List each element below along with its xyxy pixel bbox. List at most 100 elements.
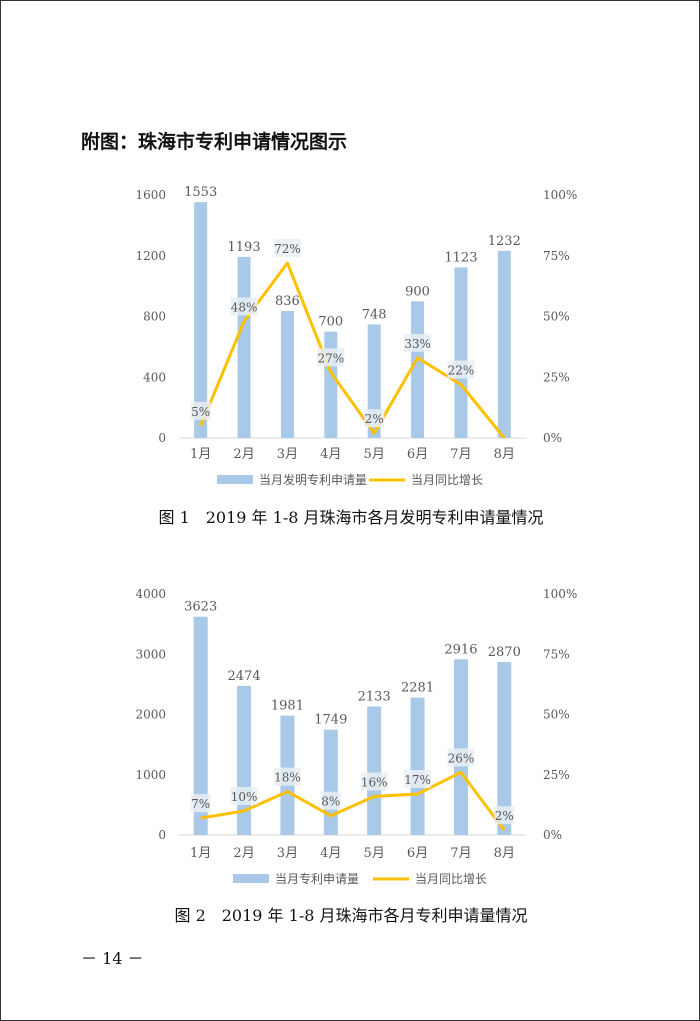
y-tick-label: 800 [143,310,166,324]
growth-value-label: 48% [231,300,258,314]
x-category-label: 7月 [450,447,471,462]
x-category-label: 3月 [277,447,298,462]
x-category-label: 4月 [320,846,341,861]
x-category-label: 5月 [364,447,385,462]
legend-bar-swatch [217,475,253,484]
y-tick-label: 0 [158,828,166,842]
chart-1: 0 400 800 1200 1600 0% 25% 50% 75% 100% 1553 1193 83… [135,185,577,487]
bar-value-label: 2133 [358,689,391,704]
bar [323,729,338,835]
bar [453,659,468,835]
bar [497,662,512,835]
bar-value-label: 3623 [184,600,217,615]
bar-value-label: 1749 [314,713,347,728]
y-tick-label: 2000 [135,708,166,722]
growth-value-label: 2% [495,809,514,823]
chart-1-caption: 图 1 2019 年 1-8 月珠海市各月发明专利申请量情况 [158,508,544,527]
x-category-label: 8月 [494,846,515,861]
x-category-label: 2月 [233,447,254,462]
y2-tick-label: 100% [543,587,577,601]
x-category-label: 7月 [450,846,471,861]
y2-tick-label: 25% [543,370,570,384]
growth-label-bg [320,791,341,810]
bar-value-label: 1193 [228,240,261,255]
bar-value-label: 1232 [488,234,521,249]
y2-tick-label: 0% [543,828,562,842]
legend-line-label: 当月同比增长 [411,473,483,487]
legend-bar-label: 当月发明专利申请量 [259,472,367,487]
y-tick-label: 4000 [135,587,166,601]
growth-value-label: 22% [448,364,475,378]
bar-value-label: 700 [318,315,343,330]
growth-value-label: 33% [404,337,431,351]
bar-value-label: 2281 [401,681,434,696]
growth-label-bg [273,767,301,786]
bar-value-label: 1981 [271,699,304,714]
y2-tick-label: 0% [543,431,562,445]
x-category-label: 6月 [407,447,428,462]
bar-value-label: 900 [405,284,430,299]
growth-label-bg [273,239,301,258]
bar-value-label: 2870 [488,645,521,660]
bar-value-label: 2916 [444,642,477,657]
y-tick-label: 1600 [135,188,166,202]
y-tick-label: 0 [158,431,166,445]
growth-label-bg [360,772,388,791]
y2-tick-label: 50% [543,708,570,722]
bar-value-label: 1553 [184,185,217,200]
growth-label-bg [190,401,211,420]
bar [194,202,208,438]
y2-tick-label: 100% [543,188,577,202]
growth-label-bg [230,297,258,316]
y2-tick-label: 75% [543,647,570,661]
growth-value-label: 5% [191,405,210,419]
y-tick-label: 400 [143,370,166,384]
bar [193,616,208,835]
growth-value-label: 2% [365,412,384,426]
x-category-label: 1月 [190,447,211,462]
y-tick-label: 3000 [135,647,166,661]
x-category-label: 2月 [233,846,254,861]
x-category-label: 6月 [407,846,428,861]
legend-bar-label: 当月专利申请量 [275,871,359,886]
x-category-label: 4月 [320,447,341,462]
growth-value-label: 18% [274,771,301,785]
growth-label-bg [404,770,432,789]
bar-value-label: 748 [362,307,387,322]
bar [454,267,468,438]
growth-label-bg [317,348,345,367]
bar [497,250,511,438]
growth-value-label: 16% [361,775,388,789]
legend-line-label: 当月同比增长 [415,872,487,886]
page-number: － 14 － [81,949,144,968]
y2-tick-label: 25% [543,768,570,782]
bar [280,311,294,438]
bar [367,706,382,835]
y2-tick-label: 75% [543,249,570,263]
bar [410,697,425,835]
legend-bar-swatch [233,874,269,883]
x-category-label: 5月 [364,846,385,861]
chart-2: 0 1000 2000 3000 4000 0% 25% 50% 75% 100% 3623 2474… [135,587,577,886]
bar-value-label: 2474 [228,669,261,684]
growth-label-bg [404,333,432,352]
bar-value-label: 836 [275,294,300,309]
growth-label-bg [447,360,475,379]
growth-value-label: 72% [274,242,301,256]
x-category-label: 1月 [190,846,211,861]
y-tick-label: 1200 [135,249,166,263]
growth-label-bg [190,794,211,813]
growth-value-label: 26% [448,751,475,765]
growth-label-bg [494,806,515,825]
growth-value-label: 27% [317,351,344,365]
growth-label-bg [230,786,258,805]
growth-value-label: 7% [191,797,210,811]
bar-value-label: 1123 [444,250,477,265]
growth-label-bg [447,748,475,767]
growth-label-bg [364,409,385,428]
y-tick-label: 1000 [135,768,166,782]
page-heading: 附图：珠海市专利申请情况图示 [81,131,348,153]
x-category-label: 8月 [494,447,515,462]
growth-value-label: 8% [321,795,340,809]
chart-2-caption: 图 2 2019 年 1-8 月珠海市各月专利申请量情况 [174,906,528,925]
